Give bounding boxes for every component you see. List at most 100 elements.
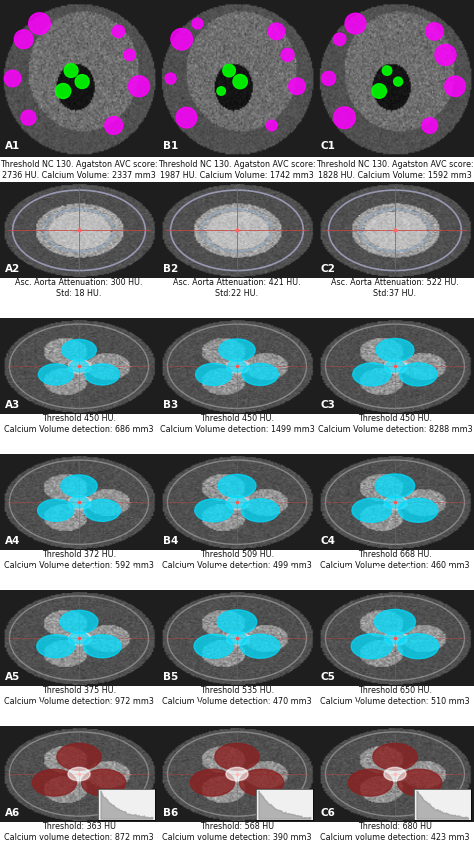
- Circle shape: [217, 87, 226, 95]
- Circle shape: [240, 634, 280, 658]
- Circle shape: [70, 632, 89, 644]
- Circle shape: [242, 364, 278, 386]
- Circle shape: [353, 363, 391, 386]
- Circle shape: [55, 83, 71, 99]
- Text: Threshold 650 HU.
Calcium Volume detection: 510 mm3: Threshold 650 HU. Calcium Volume detecti…: [320, 686, 470, 706]
- Circle shape: [333, 33, 346, 45]
- Circle shape: [422, 118, 438, 133]
- Text: Fixed Method: Fixed Method: [192, 301, 282, 315]
- Text: Threshold 450 HU.
Calcium Volume detection: 8288 mm3: Threshold 450 HU. Calcium Volume detecti…: [318, 414, 472, 434]
- Circle shape: [217, 610, 257, 634]
- Text: Visually adjusted
HU Threshold: Visually adjusted HU Threshold: [22, 566, 136, 594]
- Circle shape: [61, 475, 97, 497]
- Text: Threshold NC 130. Agatston AVC score:
1987 HU. Calcium Volume: 1742 mm3: Threshold NC 130. Agatston AVC score: 19…: [158, 160, 316, 179]
- Text: Threshold 509 HU.
Calcium Volume detection: 499 mm3: Threshold 509 HU. Calcium Volume detecti…: [162, 550, 312, 570]
- Circle shape: [196, 364, 232, 386]
- Circle shape: [223, 64, 236, 77]
- Circle shape: [83, 635, 121, 658]
- Circle shape: [57, 743, 101, 770]
- Text: Fixed Method: Fixed Method: [350, 301, 440, 315]
- Circle shape: [194, 634, 234, 658]
- Text: B1: B1: [163, 141, 178, 151]
- Circle shape: [435, 45, 456, 66]
- Circle shape: [85, 364, 119, 385]
- Circle shape: [352, 498, 392, 522]
- Text: Threshold 450 HU.
Calcium Volume detection: 686 mm3: Threshold 450 HU. Calcium Volume detecti…: [4, 414, 154, 434]
- Circle shape: [82, 770, 126, 796]
- Text: Visually adjusted
HU Threshold: Visually adjusted HU Threshold: [338, 566, 452, 594]
- Circle shape: [128, 76, 149, 97]
- Text: Threshold: 680 HU
Calcium volume detection: 423 mm3: Threshold: 680 HU Calcium volume detecti…: [320, 822, 470, 842]
- Circle shape: [21, 110, 36, 125]
- Circle shape: [32, 770, 76, 796]
- Circle shape: [376, 338, 414, 361]
- Text: Shape overlap
Threshold: Shape overlap Threshold: [31, 702, 127, 730]
- Circle shape: [68, 767, 90, 781]
- Circle shape: [383, 66, 392, 75]
- Text: Asc. Aorta Attenuation: 522 HU.
Std:37 HU.: Asc. Aorta Attenuation: 522 HU. Std:37 H…: [331, 278, 459, 298]
- Text: A2: A2: [5, 264, 20, 274]
- Circle shape: [268, 23, 285, 40]
- Circle shape: [70, 497, 89, 508]
- Circle shape: [426, 23, 443, 40]
- Circle shape: [385, 360, 404, 372]
- Circle shape: [372, 83, 386, 99]
- Circle shape: [84, 499, 120, 521]
- Text: C2: C2: [321, 264, 336, 274]
- Text: Shape overlap
Threshold: Shape overlap Threshold: [189, 702, 284, 730]
- Text: B2: B2: [163, 264, 178, 274]
- Text: Asc. Aorta Attenuation: 300 HU.
Std: 18 HU.: Asc. Aorta Attenuation: 300 HU. Std: 18 …: [15, 278, 143, 298]
- Circle shape: [70, 360, 89, 372]
- Text: Dynamic HU Threshold: Dynamic HU Threshold: [162, 438, 312, 450]
- Circle shape: [375, 474, 415, 498]
- Text: A3: A3: [5, 400, 20, 410]
- Circle shape: [62, 339, 96, 360]
- Text: B6: B6: [163, 808, 178, 818]
- Circle shape: [60, 610, 98, 633]
- Text: A5: A5: [5, 672, 20, 682]
- Text: C4: C4: [321, 536, 336, 546]
- Circle shape: [281, 49, 294, 61]
- Text: A1: A1: [5, 141, 20, 151]
- Circle shape: [28, 13, 50, 35]
- Text: Threshold 668 HU.
Calcium Volume detection: 460 mm3: Threshold 668 HU. Calcium Volume detecti…: [320, 550, 470, 570]
- Text: B4: B4: [163, 536, 178, 546]
- Circle shape: [239, 770, 284, 796]
- Text: Threshold 450 HU.
Calcium Volume detection: 1499 mm3: Threshold 450 HU. Calcium Volume detecti…: [160, 414, 314, 434]
- Text: A6: A6: [5, 808, 20, 818]
- Text: Threshold: 363 HU
Calcium volume detection: 872 mm3: Threshold: 363 HU Calcium volume detecti…: [4, 822, 154, 842]
- Circle shape: [75, 75, 89, 88]
- Circle shape: [105, 117, 123, 135]
- Circle shape: [233, 74, 247, 88]
- Text: Threshold 372 HU.
Calcium Volume detection: 592 mm3: Threshold 372 HU. Calcium Volume detecti…: [4, 550, 154, 570]
- Circle shape: [64, 64, 78, 77]
- Circle shape: [165, 73, 176, 84]
- Text: Threshold NC 130. Agatston AVC score:
1828 HU. Calcium Volume: 1592 mm3: Threshold NC 130. Agatston AVC score: 18…: [316, 160, 474, 179]
- Circle shape: [37, 499, 74, 521]
- Circle shape: [37, 635, 75, 658]
- Circle shape: [289, 78, 305, 94]
- Circle shape: [171, 29, 192, 50]
- Circle shape: [351, 634, 392, 658]
- Circle shape: [176, 108, 197, 128]
- Text: Threshold 535 HU.
Calcium Volume detection: 470 mm3: Threshold 535 HU. Calcium Volume detecti…: [162, 686, 312, 706]
- Circle shape: [228, 632, 246, 644]
- Circle shape: [399, 498, 438, 522]
- Circle shape: [38, 364, 73, 385]
- Text: Threshold: 568 HU
Calcium volume detection: 390 mm3: Threshold: 568 HU Calcium volume detecti…: [162, 822, 312, 842]
- Circle shape: [4, 70, 21, 87]
- Text: Threshold NC 130. Agatston AVC score:
2736 HU. Calcium Volume: 2337 mm3: Threshold NC 130. Agatston AVC score: 27…: [0, 160, 158, 179]
- Circle shape: [398, 770, 442, 796]
- Text: C1: C1: [321, 141, 336, 151]
- Circle shape: [334, 107, 356, 129]
- Circle shape: [393, 77, 402, 86]
- Circle shape: [266, 120, 277, 131]
- Circle shape: [445, 76, 465, 97]
- Circle shape: [241, 498, 279, 522]
- Text: Fixed Method: Fixed Method: [34, 301, 124, 315]
- Circle shape: [219, 339, 255, 361]
- Text: Shape overlap
Threshold: Shape overlap Threshold: [347, 702, 443, 730]
- Circle shape: [384, 767, 406, 781]
- Text: C5: C5: [321, 672, 336, 682]
- Circle shape: [14, 29, 33, 49]
